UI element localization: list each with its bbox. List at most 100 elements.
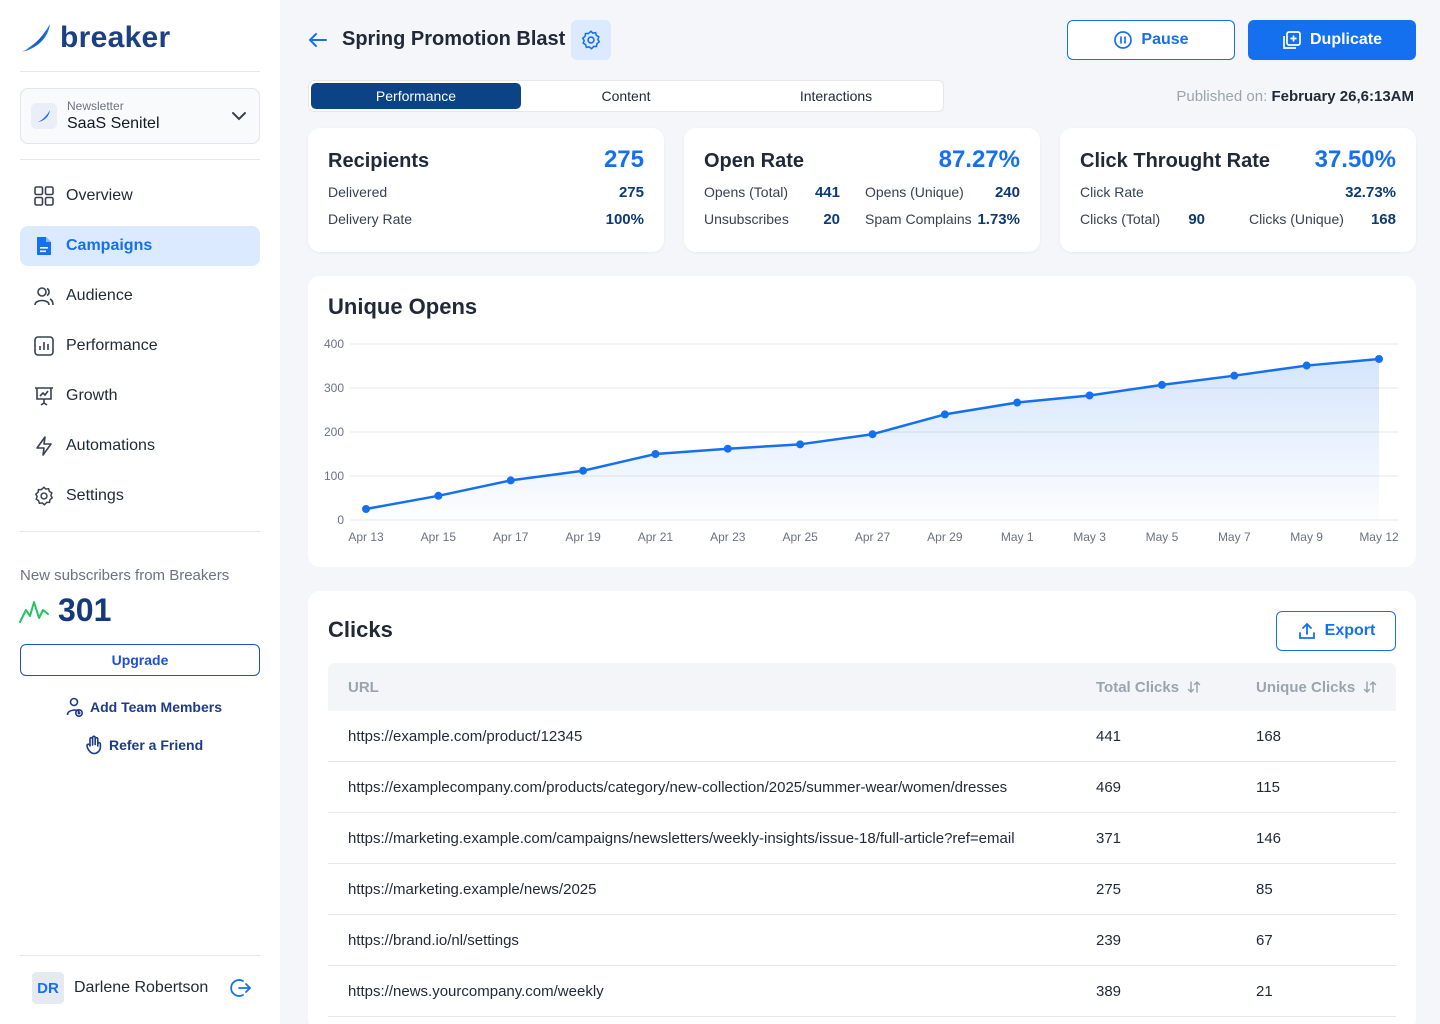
sidebar-item-label: Audience	[66, 287, 133, 304]
url-cell[interactable]: https://news.yourcompany.com/weekly	[348, 982, 604, 1000]
table-row[interactable]: https://marketing.example/news/2025 275 …	[328, 864, 1396, 915]
url-cell[interactable]: https://brand.io/nl/settings	[348, 931, 519, 949]
open-rate-card: Open Rate 87.27% Opens (Total) 441 Opens…	[684, 128, 1040, 252]
logout-icon[interactable]	[230, 977, 252, 999]
unique-clicks-cell: 115	[1256, 778, 1280, 796]
clicks-table: URL Total Clicks Unique Clicks https://e…	[328, 663, 1396, 1017]
total-clicks-cell: 389	[1096, 982, 1122, 1000]
table-row[interactable]: https://example.com/product/12345 441 16…	[328, 711, 1396, 762]
table-row[interactable]: https://marketing.example.com/campaigns/…	[328, 813, 1396, 864]
click-through-rate-card: Click Throught Rate 37.50% Click Rate 32…	[1060, 128, 1416, 252]
pause-icon	[1114, 31, 1133, 49]
sidebar-item-campaigns[interactable]: Campaigns	[20, 226, 260, 266]
duplicate-label: Duplicate	[1309, 31, 1382, 48]
add-team-members-link[interactable]: Add Team Members	[66, 697, 222, 717]
stat-value: 1.73%	[977, 211, 1020, 228]
stat-label: Delivery Rate	[328, 211, 413, 227]
stat-value: 32.73%	[1345, 184, 1396, 201]
url-cell[interactable]: https://examplecompany.com/products/cate…	[348, 778, 1008, 796]
x-tick-label: Apr 17	[493, 530, 529, 544]
stat-label: Click Rate	[1080, 184, 1144, 200]
y-tick-label: 400	[324, 337, 344, 351]
subscribers-label: New subscribers from Breakers	[20, 567, 230, 584]
gear-icon	[32, 484, 56, 508]
column-header-unique-clicks[interactable]: Unique Clicks	[1236, 679, 1396, 696]
stat-value: 275	[618, 184, 644, 201]
x-tick-label: May 1	[1001, 530, 1034, 544]
stat-value: 168	[1370, 211, 1396, 228]
x-tick-label: Apr 25	[782, 530, 818, 544]
url-cell[interactable]: https://example.com/product/12345	[348, 727, 583, 745]
data-point	[1157, 380, 1166, 389]
url-cell[interactable]: https://marketing.example.com/campaigns/…	[348, 829, 1015, 847]
sidebar-item-label: Performance	[66, 337, 158, 354]
sidebar-item-performance[interactable]: Performance	[20, 326, 260, 366]
campaign-settings-button[interactable]	[571, 20, 611, 60]
divider	[20, 531, 260, 532]
page-title: Spring Promotion Blast	[342, 28, 566, 50]
y-tick-label: 100	[324, 469, 344, 483]
unique-opens-chart-card: Unique Opens 0 100 200 300 400 Apr 13 Apr 15 Ap…	[308, 276, 1416, 567]
logo[interactable]: breaker	[20, 21, 171, 54]
newsletter-label: Newsletter	[67, 99, 124, 113]
refer-friend-link[interactable]: Refer a Friend	[85, 735, 203, 755]
card-title: Click Throught Rate	[1080, 150, 1271, 172]
stat-label: Unsubscribes	[704, 211, 789, 227]
divider	[20, 159, 260, 160]
tab-performance[interactable]: Performance	[311, 83, 521, 109]
data-point	[796, 440, 805, 449]
upgrade-button[interactable]: Upgrade	[20, 644, 260, 676]
published-label: Published on:	[1176, 88, 1268, 105]
pause-button[interactable]: Pause	[1067, 20, 1235, 60]
sidebar-item-growth[interactable]: Growth	[20, 376, 260, 416]
stat-value: 20	[823, 211, 840, 228]
sort-icon	[1187, 680, 1201, 694]
newsletter-select[interactable]: Newsletter SaaS Senitel	[20, 88, 260, 144]
sidebar-item-settings[interactable]: Settings	[20, 476, 260, 516]
unique-clicks-cell: 85	[1256, 880, 1273, 898]
back-arrow-icon[interactable]	[306, 28, 330, 52]
data-point	[1013, 398, 1022, 407]
bar-chart-icon	[32, 334, 56, 358]
add-user-icon	[66, 697, 83, 717]
column-header-total-clicks[interactable]: Total Clicks	[1076, 679, 1236, 696]
duplicate-button[interactable]: Duplicate	[1248, 20, 1416, 60]
clicks-title: Clicks	[328, 617, 393, 642]
clicks-card: Clicks Export URL Total Clicks Unique Cl…	[308, 591, 1416, 1024]
presentation-icon	[32, 384, 56, 408]
divider	[20, 955, 260, 956]
table-row[interactable]: https://news.yourcompany.com/weekly 389 …	[328, 966, 1396, 1017]
total-clicks-cell: 469	[1096, 778, 1122, 796]
unique-clicks-cell: 168	[1256, 727, 1282, 745]
url-cell[interactable]: https://marketing.example/news/2025	[348, 880, 597, 898]
column-header-label: Total Clicks	[1096, 678, 1180, 696]
x-tick-label: Apr 21	[638, 530, 674, 544]
series-area	[366, 358, 1379, 520]
sidebar-item-automations[interactable]: Automations	[20, 426, 260, 466]
trend-line-icon	[19, 600, 49, 623]
table-row[interactable]: https://examplecompany.com/products/cate…	[328, 762, 1396, 813]
data-point	[1085, 391, 1094, 400]
total-clicks-cell: 239	[1096, 931, 1122, 949]
sidebar-item-audience[interactable]: Audience	[20, 276, 260, 316]
chevron-down-icon	[232, 112, 246, 121]
sidebar-item-label: Automations	[66, 437, 155, 454]
table-row[interactable]: https://brand.io/nl/settings 239 67	[328, 915, 1396, 966]
sidebar-item-label: Growth	[66, 387, 118, 404]
total-clicks-cell: 441	[1096, 727, 1122, 745]
stat-label: Clicks (Total)	[1080, 211, 1161, 227]
y-tick-label: 0	[337, 513, 344, 527]
export-button[interactable]: Export	[1276, 611, 1396, 651]
sort-icon	[1363, 680, 1377, 694]
tab-content[interactable]: Content	[601, 88, 651, 104]
logo-text: breaker	[60, 21, 171, 54]
data-point	[1302, 361, 1311, 370]
tab-interactions[interactable]: Interactions	[799, 88, 873, 104]
pause-label: Pause	[1141, 31, 1189, 48]
user-profile[interactable]: DR Darlene Robertson	[32, 972, 252, 1004]
sidebar-item-overview[interactable]: Overview	[20, 176, 260, 216]
export-label: Export	[1324, 622, 1376, 639]
upload-icon	[1298, 622, 1315, 639]
x-tick-label: Apr 27	[855, 530, 891, 544]
stat-value: 90	[1188, 211, 1205, 228]
